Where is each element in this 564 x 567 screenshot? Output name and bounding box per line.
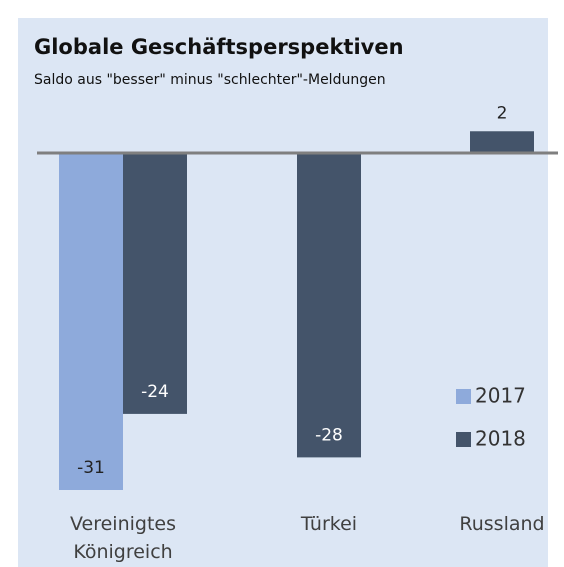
bar — [297, 153, 361, 458]
bar — [123, 153, 187, 414]
value-label: -24 — [141, 382, 169, 402]
chart-title: Globale Geschäftsperspektiven — [34, 35, 404, 59]
value-label: -31 — [77, 458, 105, 478]
value-label: 2 — [497, 103, 508, 123]
bar — [59, 153, 123, 490]
bar — [470, 131, 534, 153]
category-label: Türkei — [300, 513, 358, 535]
category-label: Vereinigtes Königreich — [70, 513, 176, 563]
legend-swatch — [456, 432, 471, 447]
legend-label: 2018 — [475, 427, 526, 451]
chart-subtitle: Saldo aus "besser" minus "schlechter"-Me… — [34, 72, 386, 88]
legend-swatch — [456, 389, 471, 404]
value-label: -28 — [315, 425, 343, 445]
legend-label: 2017 — [475, 384, 526, 408]
category-label: Russland — [459, 513, 545, 535]
